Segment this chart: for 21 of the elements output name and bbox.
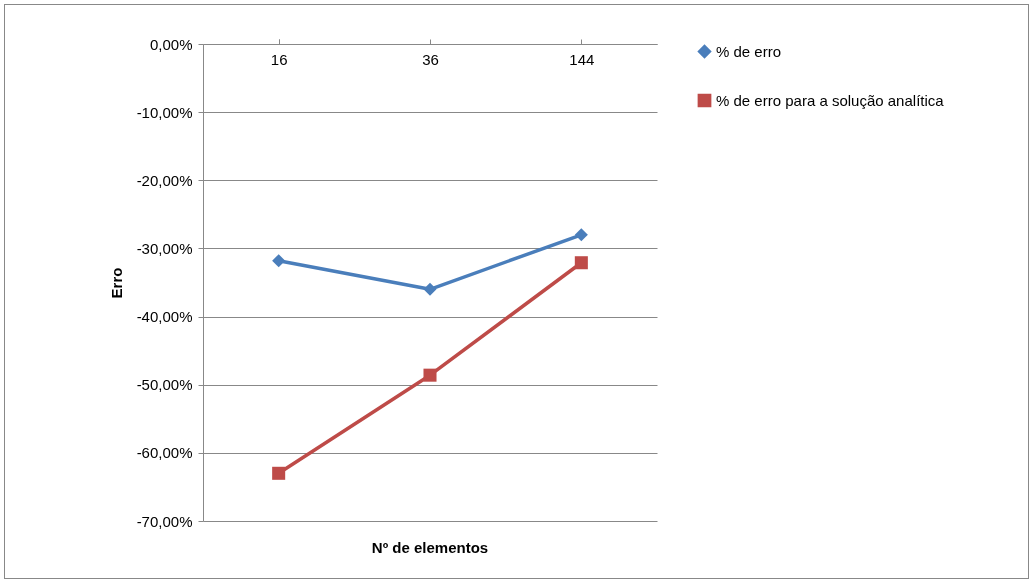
point xyxy=(574,256,588,270)
y-tick-label: -60,00% xyxy=(136,444,193,462)
legend-label: % de erro para a solução analítica xyxy=(716,91,945,109)
point xyxy=(574,228,588,242)
y-tick-label: -40,00% xyxy=(136,308,193,326)
y-tick-label: -50,00% xyxy=(136,376,193,394)
legend-label: % de erro xyxy=(716,42,782,60)
x-tick-label: 36 xyxy=(422,50,439,68)
point xyxy=(423,368,437,382)
x-tick-label: 144 xyxy=(569,50,595,68)
y-tick-label: -10,00% xyxy=(136,103,193,121)
y-tick-label: -20,00% xyxy=(136,171,193,189)
point xyxy=(423,282,437,296)
x-tick-label: 16 xyxy=(270,50,288,68)
y-tick-label: 0,00% xyxy=(149,35,193,53)
point xyxy=(272,254,286,268)
y-tick-label: -30,00% xyxy=(136,239,193,257)
y-axis-title: Erro xyxy=(107,267,125,299)
x-axis-title: Nº de elementos xyxy=(371,539,489,556)
point xyxy=(272,466,286,480)
y-tick-label: -70,00% xyxy=(136,512,193,530)
